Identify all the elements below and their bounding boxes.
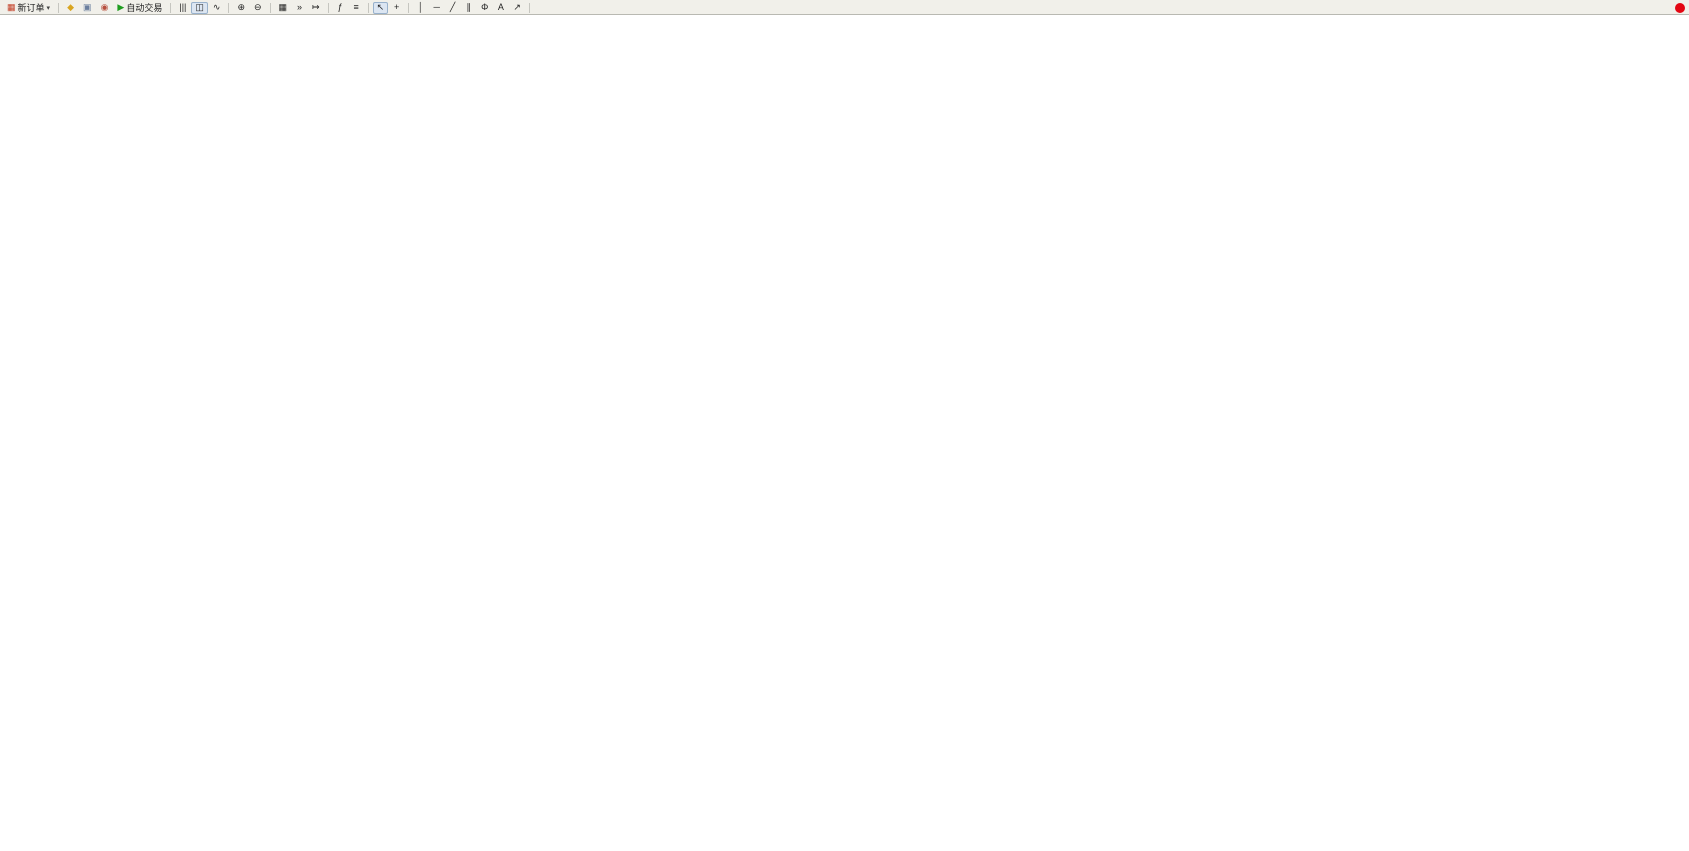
text-label-button[interactable]: A (493, 2, 508, 14)
toolbar-separator (408, 2, 410, 13)
zoom-out-button[interactable]: ⊖ (250, 2, 266, 14)
autotrading-button[interactable]: ▶ 自动交易 (113, 2, 166, 14)
indicators-icon: ƒ (337, 2, 343, 12)
metaeditor-icon: ◆ (67, 2, 74, 12)
line-chart-icon: ∿ (212, 2, 221, 12)
metaeditor-button[interactable]: ◆ (63, 2, 78, 14)
toolbar-separator (269, 2, 271, 13)
channel-icon: ∥ (466, 2, 471, 12)
auto-scroll-button[interactable]: » (292, 2, 307, 14)
vertical-line-icon: │ (417, 2, 424, 12)
chart-shift-icon: ↦ (312, 2, 320, 12)
arrow-object-icon: ↗ (513, 2, 521, 12)
toolbar-separator (58, 2, 60, 13)
trendline-button[interactable]: ╱ (445, 2, 460, 14)
chart-shift-button[interactable]: ↦ (308, 2, 324, 14)
alerts-button[interactable]: ◉ (97, 2, 113, 14)
terminal-button[interactable]: ▣ (79, 2, 96, 14)
zoom-in-icon: ⊕ (237, 2, 245, 12)
bars-chart-button[interactable]: ||| (175, 2, 190, 14)
candlestick-chart-icon: ◫ (195, 2, 204, 12)
cursor-button[interactable]: ↖ (372, 1, 389, 14)
vertical-line-button[interactable]: │ (413, 2, 428, 14)
objects-list-button[interactable]: ≡ (349, 2, 364, 14)
candlestick-chart-button[interactable]: ◫ (191, 1, 208, 14)
horizontal-line-icon: ─ (433, 2, 440, 12)
toolbar-separator (170, 2, 172, 13)
toolbar-buttons: ▦ 新订单 ▾ ◆ ▣ ◉ ▶ 自动交易 ||| ◫ ∿ ⊕ ⊖ ▦» ↦ ƒ ≡ ↖ + │ ─ ╱ ∥ Φ A ↗ (3, 1, 533, 14)
channel-button[interactable]: ∥ (461, 2, 476, 14)
status-indicator (1675, 2, 1685, 13)
new-order-button-label: 新订单 (17, 3, 45, 13)
toolbar-separator (327, 2, 329, 13)
trendline-icon: ╱ (449, 2, 456, 12)
line-chart-button[interactable]: ∿ (209, 2, 225, 14)
zoom-out-icon: ⊖ (253, 2, 262, 12)
toolbar-separator (528, 2, 530, 13)
alert-icon: ◉ (100, 2, 109, 12)
objects-list-icon: ≡ (353, 2, 359, 12)
tile-windows-button[interactable]: ▦ (275, 2, 292, 14)
fibonacci-icon: Φ (481, 2, 489, 12)
arrows-button[interactable]: ↗ (509, 2, 525, 14)
crosshair-icon: + (394, 2, 400, 12)
toolbar-separator (367, 2, 369, 13)
cursor-icon: ↖ (376, 2, 385, 12)
tile-windows-icon: ▦ (278, 2, 288, 12)
autotrading-play-icon: ▶ (117, 2, 125, 12)
fibonacci-button[interactable]: Φ (477, 2, 492, 14)
terminal-icon: ▣ (83, 2, 92, 12)
text-label-icon: A (497, 2, 504, 12)
autotrading-button-label: 自动交易 (126, 3, 163, 13)
bars-chart-icon: ||| (179, 2, 187, 12)
new-order-icon: ▦ (7, 2, 16, 12)
new-order-button[interactable]: ▦ 新订单 ▾ (3, 2, 54, 14)
toolbar-separator (228, 2, 230, 13)
caret-down-icon: ▾ (46, 4, 51, 12)
toolbar: ▦ 新订单 ▾ ◆ ▣ ◉ ▶ 自动交易 ||| ◫ ∿ ⊕ ⊖ ▦» ↦ ƒ ≡ ↖ + │ ─ ╱ ∥ Φ A ↗ (0, 0, 1689, 15)
crosshair-button[interactable]: + (389, 2, 404, 14)
auto-scroll-icon: » (297, 2, 303, 12)
indicators-button[interactable]: ƒ (333, 2, 348, 14)
horizontal-line-button[interactable]: ─ (429, 2, 444, 14)
zoom-in-button[interactable]: ⊕ (233, 2, 249, 14)
